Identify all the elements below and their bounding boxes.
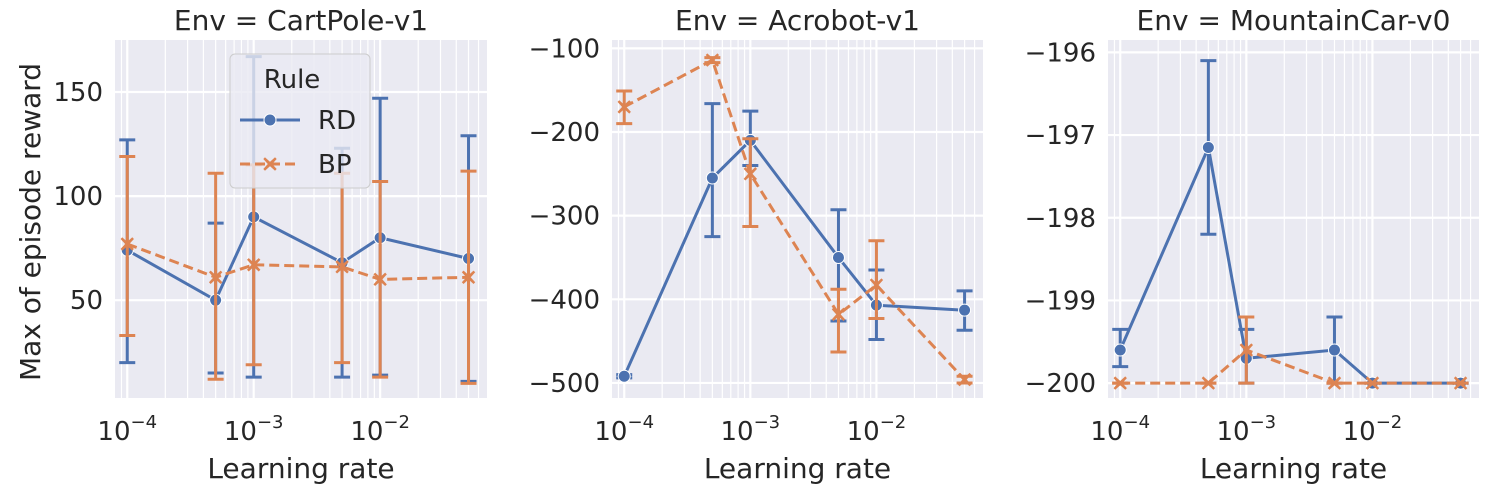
series-line: [126, 242, 469, 281]
y-tick-label: 50: [70, 286, 103, 316]
data-point: [1365, 376, 1380, 390]
data-point: [705, 53, 720, 67]
figure-ylabel: Max of episode reward: [14, 63, 47, 381]
data-point: [335, 260, 349, 274]
series-bp: [119, 155, 477, 385]
y-tick-label: −500: [529, 369, 600, 399]
panel-title: Env = CartPole-v1: [174, 4, 428, 37]
y-tick-label: −198: [1025, 204, 1096, 234]
x-axis-label: Learning rate: [704, 452, 891, 485]
panel-title: Env = MountainCar-v0: [1137, 4, 1451, 37]
y-tick-label: 100: [53, 182, 103, 212]
data-point: [247, 258, 261, 272]
data-point: [869, 278, 884, 292]
series-line: [623, 57, 966, 381]
data-point: [958, 303, 972, 317]
panel-title: Env = Acrobot-v1: [675, 4, 920, 37]
x-tick-label: 10−2: [1343, 412, 1403, 447]
x-tick-label: 10−4: [594, 412, 654, 447]
x-tick-label: 10−2: [350, 412, 410, 447]
series-line: [622, 138, 965, 377]
data-point: [1453, 376, 1468, 390]
legend-marker: [263, 157, 277, 171]
y-tick-label: −196: [1025, 38, 1096, 68]
data-point: [1201, 376, 1216, 390]
y-tick-label: −197: [1025, 121, 1096, 151]
data-point: [1113, 343, 1127, 357]
data-point: [1239, 343, 1254, 357]
panel-acrobot: 10−4 10−3 10−2 −500 −400 −300 −200 −100 Env = Ac…: [529, 4, 983, 485]
y-tick-label: −199: [1025, 286, 1096, 316]
data-point: [1201, 140, 1215, 154]
x-tick-label: 10−4: [1090, 412, 1150, 447]
legend-label: BP: [318, 150, 352, 180]
panel-mountaincar: 10−4 10−3 10−2 −200 −199 −198 −197 −196 Env = Mo…: [1025, 4, 1479, 485]
legend-label: RD: [318, 106, 356, 136]
data-point: [461, 270, 476, 284]
data-point: [831, 250, 845, 264]
y-tick-label: −200: [529, 118, 600, 148]
series-line: [1120, 348, 1461, 385]
data-point: [208, 270, 223, 284]
y-tick-label: −300: [529, 202, 600, 232]
data-point: [1327, 376, 1342, 390]
x-tick-label: 10−3: [224, 412, 284, 447]
data-point: [373, 272, 387, 287]
x-tick-label: 10−2: [847, 412, 907, 447]
data-point: [120, 237, 134, 251]
y-tick-label: −200: [1025, 369, 1096, 399]
data-point: [617, 369, 631, 383]
data-point: [617, 100, 631, 114]
data-point: [705, 171, 719, 185]
y-tick-label: −400: [529, 285, 600, 315]
plot-background: [612, 40, 983, 398]
y-tick-label: 150: [53, 78, 103, 108]
legend: Rule RD BP: [229, 53, 371, 189]
legend-marker: [263, 113, 277, 127]
data-point: [743, 167, 758, 181]
data-point: [1327, 343, 1341, 357]
plot-background: [1108, 40, 1479, 398]
legend-title: Rule: [264, 65, 321, 95]
x-axis-label: Learning rate: [1200, 452, 1387, 485]
x-tick-label: 10−3: [721, 412, 781, 447]
data-point: [1113, 376, 1127, 390]
x-tick-label: 10−4: [97, 412, 157, 447]
data-point: [957, 372, 972, 387]
data-point: [831, 307, 846, 322]
x-tick-label: 10−3: [1217, 412, 1277, 447]
series-line: [126, 214, 469, 303]
x-axis-label: Learning rate: [207, 452, 394, 485]
series-bp: [616, 53, 973, 387]
y-tick-label: −100: [529, 34, 600, 64]
series-bp: [1112, 315, 1469, 390]
